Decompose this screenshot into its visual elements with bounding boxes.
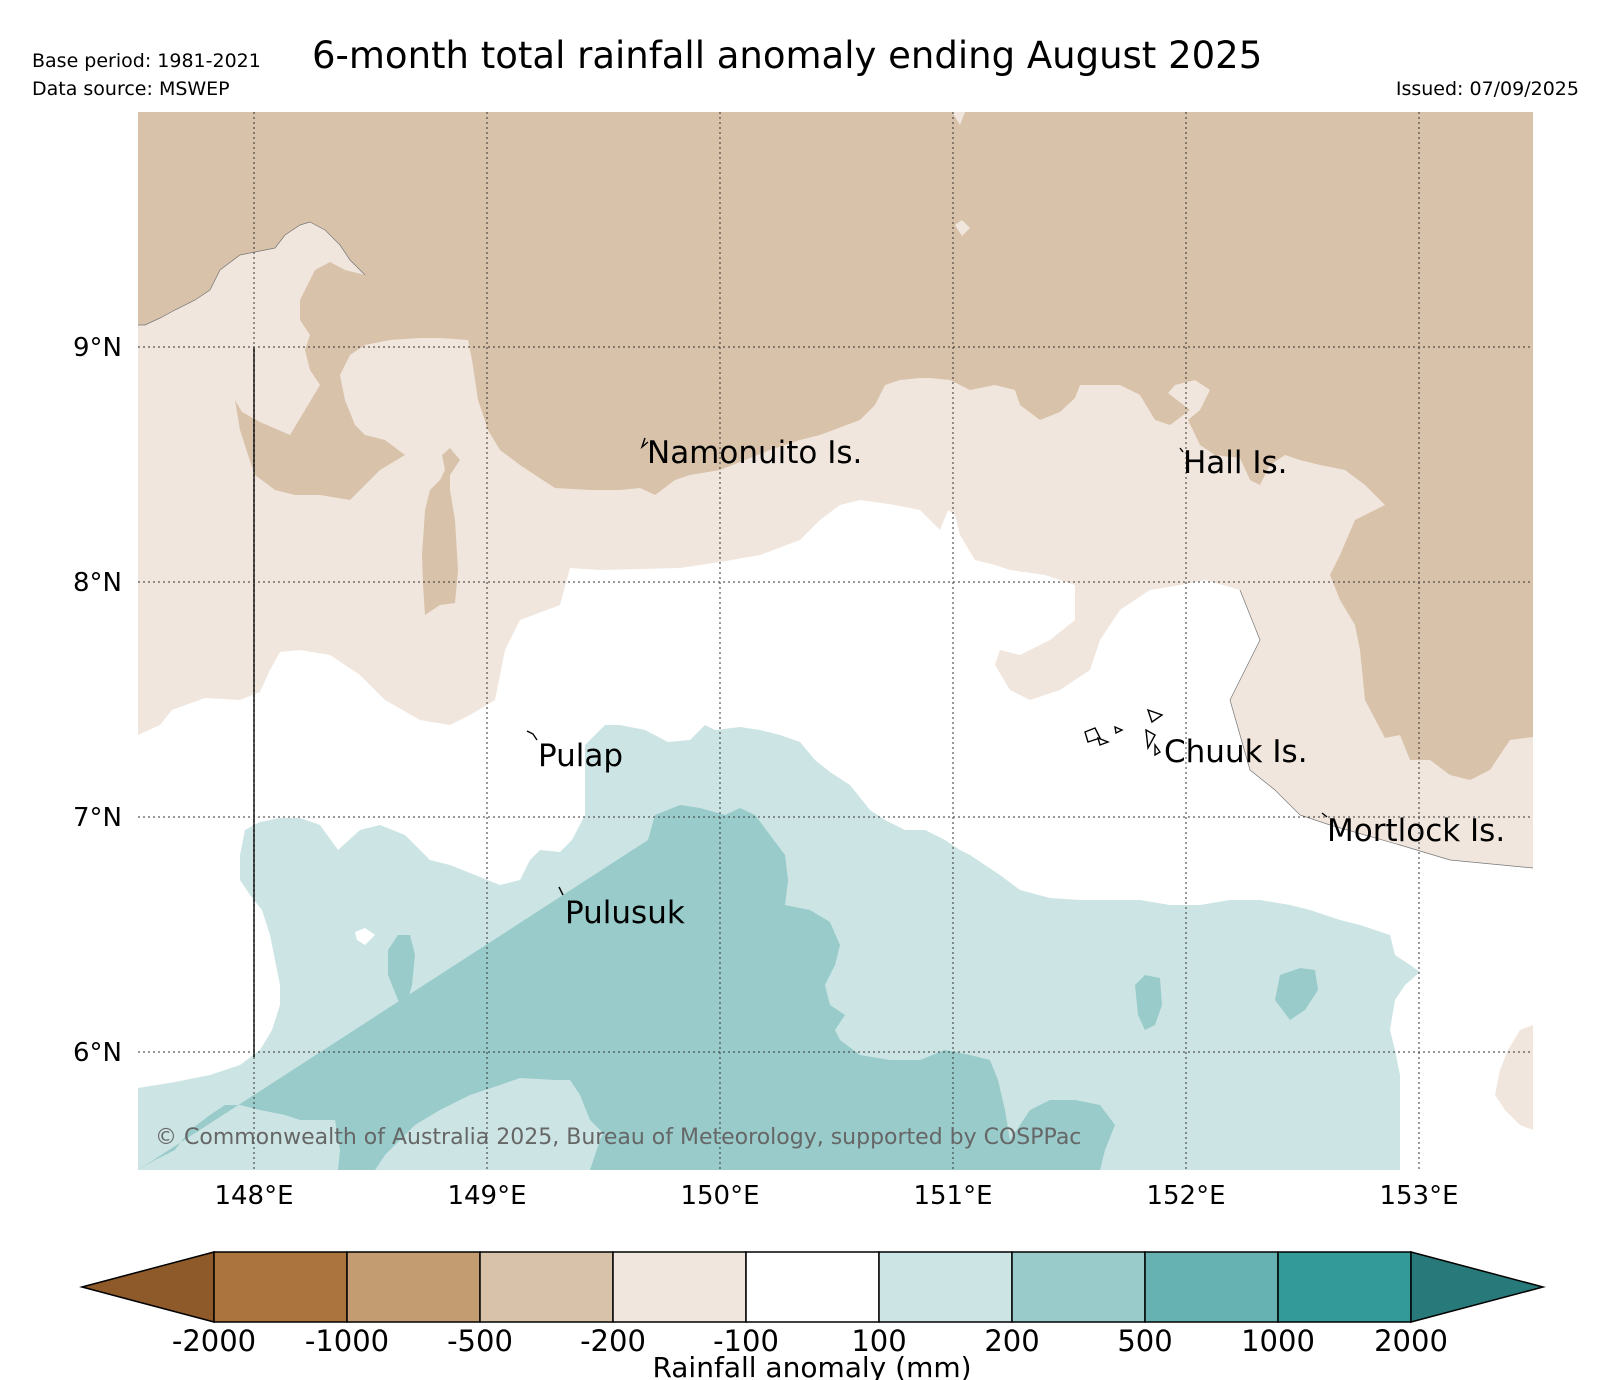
colorbar-tick: -2000	[172, 1324, 256, 1358]
colorbar-extend-low	[79, 1251, 215, 1323]
colorbar-bin	[878, 1251, 1013, 1323]
colorbar-bin	[1011, 1251, 1146, 1323]
label-pulap: Pulap	[538, 738, 623, 774]
wet-patch-west	[515, 915, 580, 985]
wet-patch-south	[590, 1095, 720, 1170]
graticule	[138, 112, 1533, 1170]
colorbar-tick: 500	[1117, 1324, 1172, 1358]
lon-tick: 152°E	[1146, 1181, 1225, 1211]
wet-hole	[355, 928, 375, 945]
chuuk-island-1	[1146, 708, 1164, 724]
lat-tick: 9°N	[73, 333, 122, 363]
colorbar-bin	[213, 1251, 348, 1323]
label-pulusuk: Pulusuk	[565, 895, 685, 931]
colorbar-tick: -500	[447, 1324, 513, 1358]
wet-region-medium-central	[138, 805, 1115, 1170]
pulusuk-atoll	[558, 886, 564, 896]
label-chuuk: Chuuk Is.	[1164, 734, 1308, 770]
wet-patch-centre	[645, 810, 820, 1010]
lon-tick: 151°E	[913, 1181, 992, 1211]
copyright-notice: © Commonwealth of Australia 2025, Bureau…	[155, 1125, 1081, 1150]
colorbar-tick: 100	[851, 1324, 906, 1358]
chuuk-island-3	[1114, 725, 1124, 735]
colorbar-tick: -1000	[305, 1324, 389, 1358]
colorbar-bin	[479, 1251, 614, 1323]
colorbar-bin	[1144, 1251, 1279, 1323]
chuuk-island-5	[1154, 742, 1162, 757]
colorbar-tick: -200	[580, 1324, 646, 1358]
hall-atoll	[1179, 447, 1184, 453]
dry-patch-southeast	[1495, 1025, 1533, 1130]
data-source: Data source: MSWEP	[32, 78, 230, 100]
colorbar-ticks: -2000 -1000 -500 -200 -100 100 200 500 1…	[172, 1324, 1448, 1358]
island-outlines	[526, 437, 1328, 896]
lat-ticks: 9°N 8°N 7°N 6°N	[73, 333, 122, 1068]
chuuk-island-6	[1096, 736, 1110, 746]
lon-ticks: 148°E 149°E 150°E 151°E 152°E 153°E	[214, 1181, 1458, 1211]
base-period: Base period: 1981-2021	[32, 50, 261, 72]
pulap-atoll	[526, 730, 538, 741]
wet-patch-far-west	[388, 935, 415, 1010]
colorbar-tick: -100	[713, 1324, 779, 1358]
label-hall: Hall Is.	[1183, 445, 1288, 481]
lon-tick: 150°E	[680, 1181, 759, 1211]
contour-lines	[138, 221, 1533, 869]
dry-patch	[422, 448, 460, 615]
colorbar-bin	[346, 1251, 481, 1323]
lon-tick: 149°E	[447, 1181, 526, 1211]
chuuk-island-2	[1084, 727, 1101, 743]
lon-tick: 153°E	[1379, 1181, 1458, 1211]
colorbar-bin	[612, 1251, 747, 1323]
chuuk-island-4	[1145, 728, 1156, 751]
colorbar-bin	[745, 1251, 880, 1323]
colorbar-tick: 2000	[1374, 1324, 1448, 1358]
wet-patch-east2	[1275, 968, 1318, 1020]
map-title: 6-month total rainfall anomaly ending Au…	[312, 34, 1263, 77]
label-mortlock: Mortlock Is.	[1327, 813, 1505, 849]
issued-date: Issued: 07/09/2025	[1395, 78, 1579, 100]
label-namonuito: Namonuito Is.	[647, 435, 862, 471]
colorbar-bin	[1277, 1251, 1412, 1323]
lat-tick: 8°N	[73, 568, 122, 598]
namonuito-atoll	[640, 437, 649, 450]
colorbar-tick: 200	[984, 1324, 1039, 1358]
colorbar-tick: 1000	[1241, 1324, 1315, 1358]
colorbar	[79, 1251, 1546, 1323]
anomaly-map	[138, 112, 1533, 1170]
colorbar-extend-high	[1410, 1251, 1546, 1323]
lat-tick: 7°N	[73, 803, 122, 833]
colorbar-label: Rainfall anomaly (mm)	[652, 1351, 971, 1380]
mortlock-atoll	[1321, 812, 1328, 818]
lat-tick: 6°N	[73, 1038, 122, 1068]
wet-patch-east1	[1135, 975, 1162, 1030]
lon-tick: 148°E	[214, 1181, 293, 1211]
